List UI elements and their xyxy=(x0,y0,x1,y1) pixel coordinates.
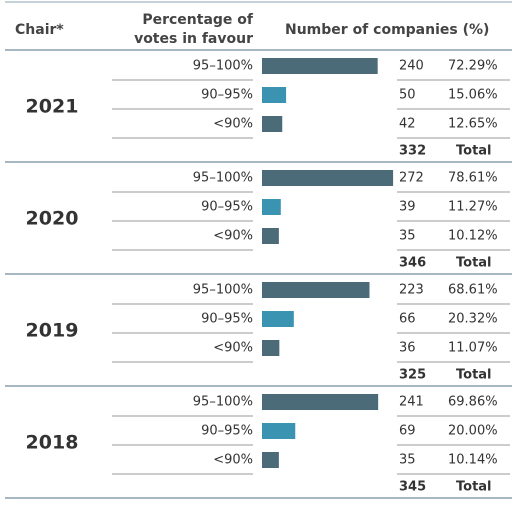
percent: 68.61% xyxy=(448,283,498,298)
count: 35 xyxy=(399,229,416,244)
bar xyxy=(262,228,279,244)
band-label: <90% xyxy=(213,117,253,132)
percent: 15.06% xyxy=(448,88,498,103)
count: 241 xyxy=(399,395,424,410)
band-label: 95–100% xyxy=(193,395,253,410)
band-label: 90–95% xyxy=(201,88,253,103)
percent: 11.07% xyxy=(448,341,498,356)
count: 39 xyxy=(399,200,416,215)
count: 36 xyxy=(399,341,416,356)
count: 66 xyxy=(399,312,416,327)
count: 35 xyxy=(399,453,416,468)
total: 346 xyxy=(399,256,426,271)
total-label: Total xyxy=(456,480,492,495)
bar xyxy=(262,452,279,468)
count: 272 xyxy=(399,171,424,186)
band-label: 90–95% xyxy=(201,312,253,327)
total: 345 xyxy=(399,480,426,495)
band-label: <90% xyxy=(213,229,253,244)
count: 223 xyxy=(399,283,424,298)
percent: 12.65% xyxy=(448,117,498,132)
band-label: 90–95% xyxy=(201,424,253,439)
percent: 20.00% xyxy=(448,424,498,439)
percent: 20.32% xyxy=(448,312,498,327)
bar xyxy=(262,116,283,132)
band-label: 90–95% xyxy=(201,200,253,215)
count: 240 xyxy=(399,59,424,74)
band-label: 95–100% xyxy=(193,59,253,74)
year: 2018 xyxy=(26,432,79,454)
count: 42 xyxy=(399,117,416,132)
total-label: Total xyxy=(456,368,492,383)
bar xyxy=(262,87,287,103)
percent: 10.12% xyxy=(448,229,498,244)
year: 2019 xyxy=(26,320,79,342)
percent: 78.61% xyxy=(448,171,498,186)
percent: 11.27% xyxy=(448,200,498,215)
bar xyxy=(262,423,296,439)
year: 2020 xyxy=(26,208,79,230)
bar xyxy=(262,311,294,327)
count: 50 xyxy=(399,88,416,103)
header-votes: votes in favour xyxy=(134,31,253,47)
total-label: Total xyxy=(456,144,492,159)
count: 69 xyxy=(399,424,416,439)
bar xyxy=(262,282,370,298)
header-companies: Number of companies (%) xyxy=(285,22,489,38)
bar xyxy=(262,340,280,356)
total: 325 xyxy=(399,368,426,383)
percent: 10.14% xyxy=(448,453,498,468)
total: 332 xyxy=(399,144,426,159)
bar xyxy=(262,199,281,215)
year: 2021 xyxy=(26,96,79,118)
header-chair: Chair* xyxy=(15,22,64,38)
bar xyxy=(262,58,378,74)
bar xyxy=(262,394,379,410)
total-label: Total xyxy=(456,256,492,271)
band-label: 95–100% xyxy=(193,283,253,298)
bar xyxy=(262,170,394,186)
header-votes: Percentage of xyxy=(142,12,254,28)
band-label: <90% xyxy=(213,453,253,468)
band-label: <90% xyxy=(213,341,253,356)
band-label: 95–100% xyxy=(193,171,253,186)
percent: 69.86% xyxy=(448,395,498,410)
percent: 72.29% xyxy=(448,59,498,74)
